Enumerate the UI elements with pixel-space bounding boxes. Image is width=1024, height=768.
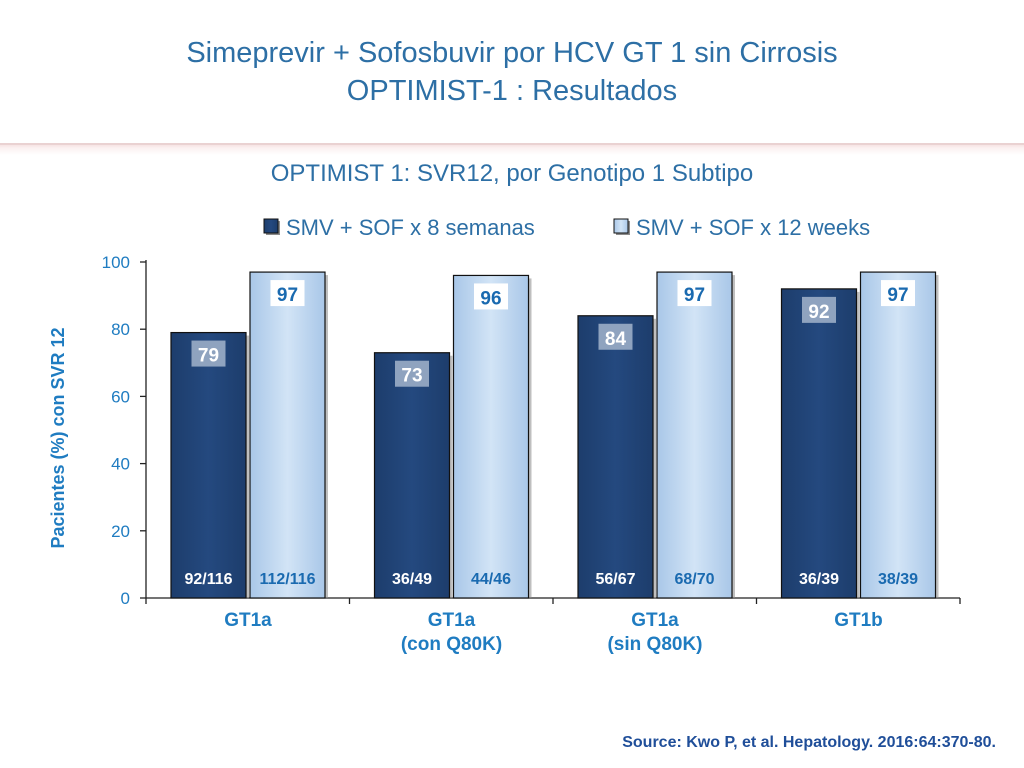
bar-series-1 [577,315,654,599]
legend-swatch-series-1 [263,218,279,234]
value-label-box [677,280,712,307]
slide-title: Simeprevir + Sofosbuvir por HCV GT 1 sin… [0,34,1024,110]
count-label: 68/70 [674,571,714,588]
value-label: 97 [887,285,908,306]
value-label: 79 [198,346,219,367]
value-label: 96 [480,288,501,309]
y-tick-label: 40 [111,455,130,474]
x-category-label: (con Q80K) [401,634,502,655]
legend-label-series-2: SMV + SOF x 12 weeks [636,215,870,240]
value-label-box [802,296,836,323]
source-citation: Source: Kwo P, et al. Hepatology. 2016:6… [622,734,996,751]
count-label: 92/116 [184,571,232,588]
value-label-box [191,340,226,367]
bar-series-2 [249,271,326,599]
title-line-2: OPTIMIST-1 : Resultados [346,75,678,107]
value-label-box [598,323,633,350]
value-label: 92 [808,302,829,323]
bar-series-2 [452,274,530,599]
y-tick-label: 100 [102,253,130,272]
bar-series-1 [170,331,247,599]
count-label: 36/39 [799,571,839,588]
legend-swatch-series-2 [613,218,629,234]
count-label: 56/67 [595,571,635,588]
x-category-label: GT1a [631,610,679,631]
y-tick-label: 60 [111,387,130,406]
value-label-box [881,280,915,307]
count-label: 36/49 [392,571,432,588]
bar-series-2 [656,271,733,599]
x-category-label: GT1a [428,610,476,631]
x-category-label: GT1a [224,610,272,631]
title-divider-line [0,143,1024,145]
bar-series-2 [859,271,937,599]
value-label: 97 [684,285,705,306]
value-label: 97 [277,285,298,306]
value-label-box [270,280,305,307]
value-label-box [395,360,429,387]
count-label: 112/116 [259,571,315,588]
count-label: 38/39 [878,571,918,588]
x-category-label: GT1b [834,610,883,631]
chart-title: OPTIMIST 1: SVR12, por Genotipo 1 Subtip… [270,160,754,187]
legend-label-series-1: SMV + SOF x 8 semanas [286,215,535,240]
y-tick-label: 80 [111,320,130,339]
value-label-box [474,283,508,310]
value-label: 73 [401,366,422,387]
x-category-label: (sin Q80K) [607,634,702,655]
bar-series-1 [780,288,858,599]
bar-series-1 [373,352,451,599]
title-divider [0,143,1024,155]
title-line-1: Simeprevir + Sofosbuvir por HCV GT 1 sin… [186,37,838,69]
count-label: 44/46 [471,571,511,588]
value-label: 84 [605,329,627,350]
y-axis-label: Pacientes (%) con SVR 12 [48,327,68,548]
y-tick-label: 20 [111,522,130,541]
y-tick-label: 0 [121,589,130,608]
